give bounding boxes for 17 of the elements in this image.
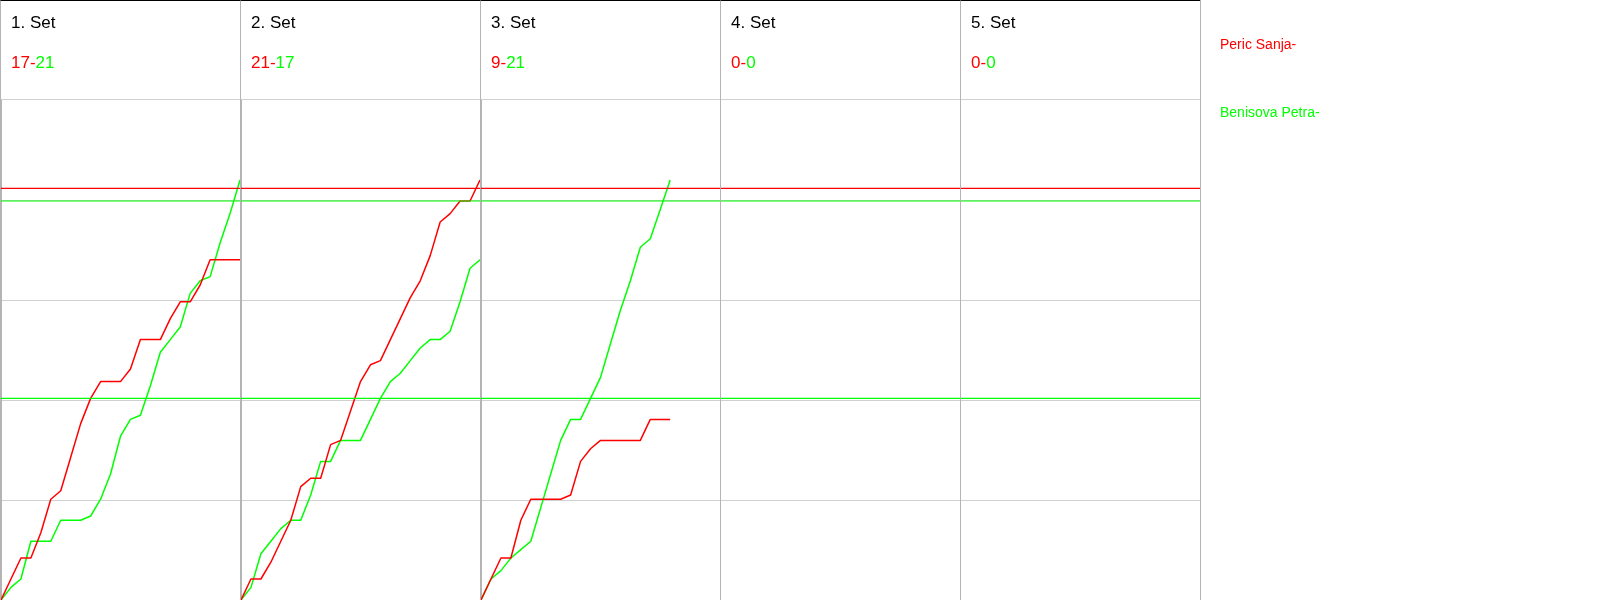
text: Peric Sanja-	[1220, 36, 1298, 52]
chart-title: 2. Set	[251, 13, 296, 33]
text: 0	[746, 53, 756, 72]
text: 5. Set	[971, 13, 1016, 33]
text: 21-	[251, 53, 276, 72]
chart-title: 3. Set	[491, 13, 536, 33]
text: 0	[986, 53, 996, 72]
text: 0-	[731, 53, 747, 72]
text: 17-	[11, 53, 36, 72]
chart-title: 1. Set	[11, 13, 56, 33]
text: 21	[35, 53, 55, 72]
text: 4. Set	[731, 13, 776, 33]
text: 21	[506, 53, 526, 72]
text: 17	[275, 53, 295, 72]
text: 0-	[971, 53, 987, 72]
text: 9-	[491, 53, 507, 72]
text: Benisova Petra-	[1220, 104, 1320, 120]
